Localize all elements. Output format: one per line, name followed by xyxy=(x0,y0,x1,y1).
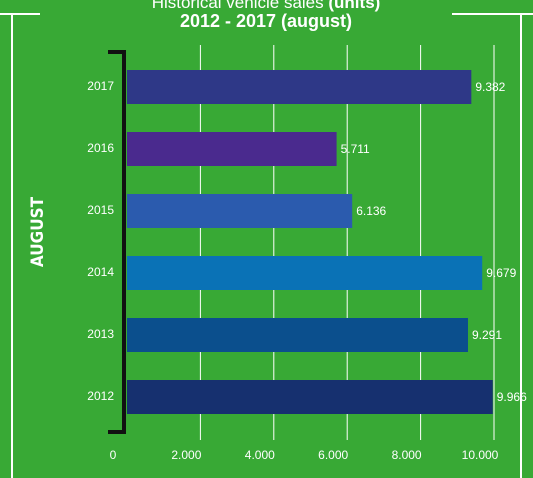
bar xyxy=(127,380,493,414)
bar xyxy=(127,70,472,104)
bracket xyxy=(108,50,126,434)
x-tick-label: 10.000 xyxy=(462,448,499,462)
y-tick-label: 2014 xyxy=(87,265,114,279)
y-tick-label: 2016 xyxy=(87,141,114,155)
value-label: 6.136 xyxy=(356,204,386,218)
chart-title: Historical vehicle sales (units) xyxy=(152,0,381,12)
bar xyxy=(127,194,353,228)
bar xyxy=(127,132,337,166)
value-label: 5.711 xyxy=(341,142,370,156)
bar xyxy=(127,256,483,290)
bar xyxy=(127,318,468,352)
y-tick-label: 2017 xyxy=(87,79,114,93)
x-tick-label: 6.000 xyxy=(318,448,348,462)
value-label: 9.291 xyxy=(472,328,502,342)
x-tick-label: 0 xyxy=(110,448,117,462)
frame xyxy=(0,13,533,478)
y-axis-label: AUGUST xyxy=(28,196,48,267)
value-label: 9.382 xyxy=(475,80,505,94)
y-tick-label: 2013 xyxy=(87,327,114,341)
title-text: Historical vehicle sales xyxy=(152,0,324,12)
chart-subtitle: 2012 - 2017 (august) xyxy=(180,11,352,31)
x-tick-label: 2.000 xyxy=(171,448,201,462)
value-label: 9.679 xyxy=(486,266,516,280)
x-tick-label: 8.000 xyxy=(392,448,422,462)
value-label: 9.966 xyxy=(497,390,527,404)
y-tick-label: 2015 xyxy=(87,203,114,217)
title-bold: (units) xyxy=(328,0,380,12)
y-tick-label: 2012 xyxy=(87,389,114,403)
x-tick-label: 4.000 xyxy=(245,448,275,462)
